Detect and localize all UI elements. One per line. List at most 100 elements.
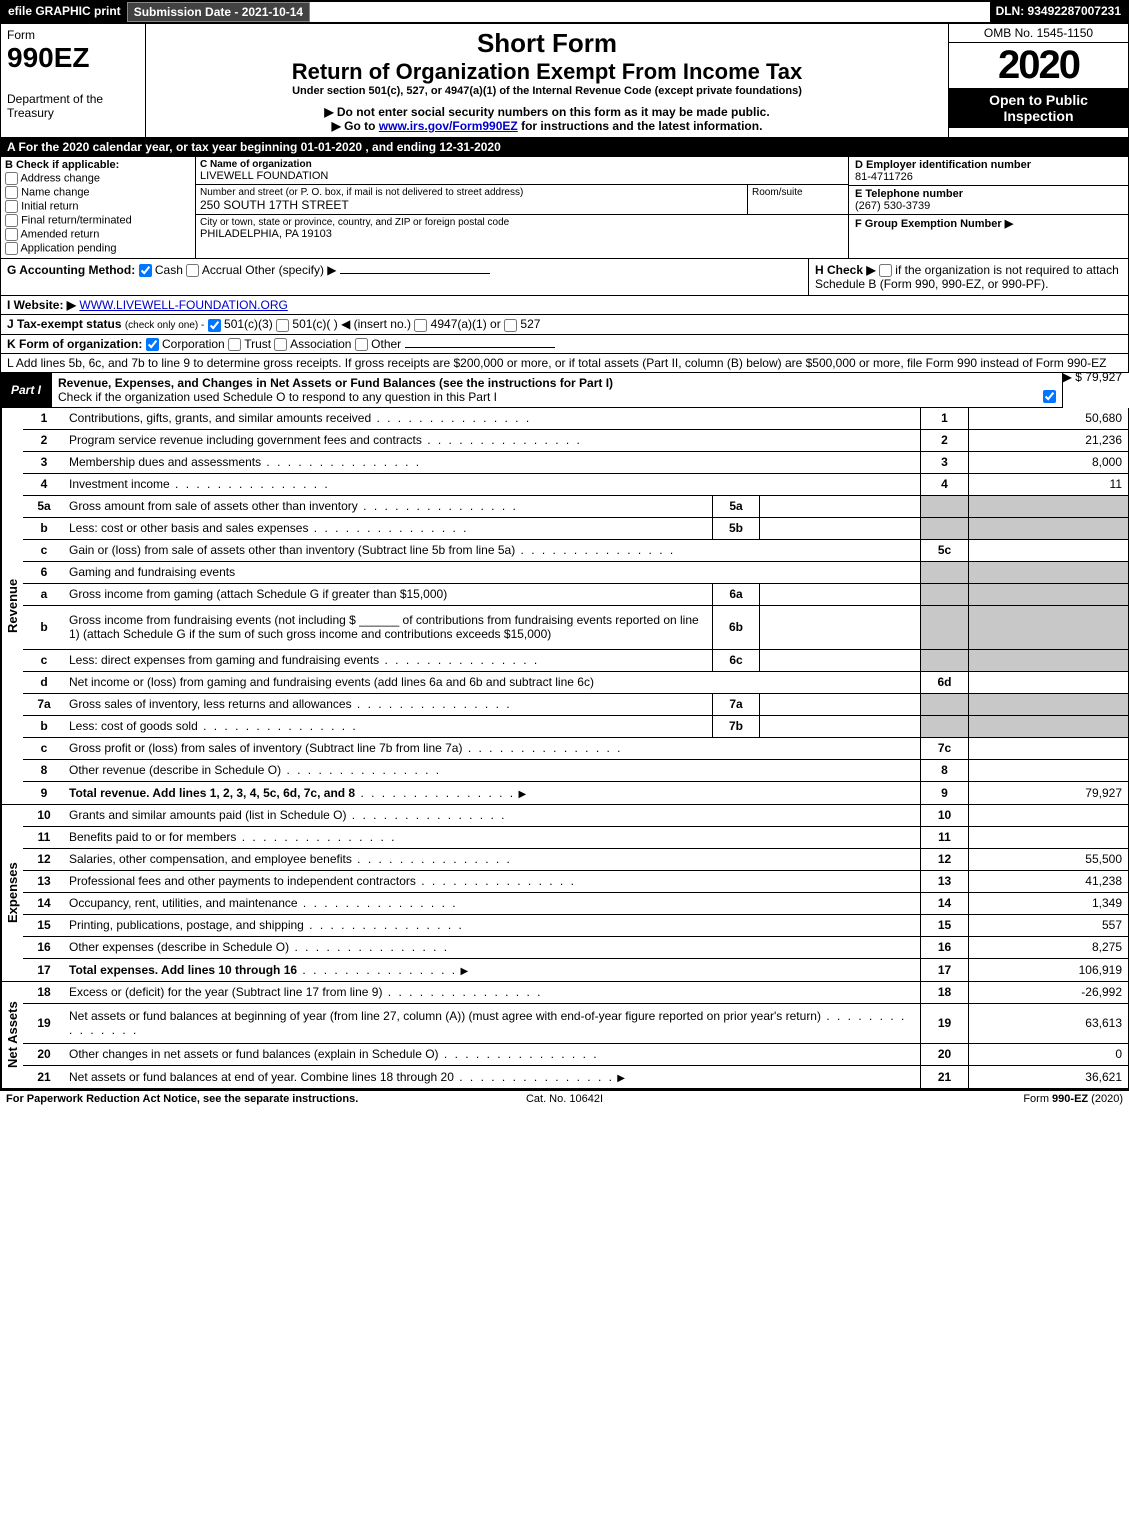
- subval: [760, 518, 920, 539]
- block-gh: G Accounting Method: Cash Accrual Other …: [0, 259, 1129, 296]
- chk-corporation[interactable]: [146, 338, 159, 351]
- efile-label[interactable]: efile GRAPHIC print: [2, 2, 127, 22]
- line-text: Less: cost or other basis and sales expe…: [69, 521, 308, 535]
- line-num: 3: [23, 453, 65, 471]
- chk-amended-return[interactable]: Amended return: [5, 228, 191, 241]
- j-sub: (check only one) -: [125, 320, 204, 331]
- tax-year: 2020: [949, 43, 1128, 88]
- row-h: H Check ▶ if the organization is not req…: [808, 259, 1128, 295]
- chk-cash[interactable]: [139, 264, 152, 277]
- subbox: 6c: [712, 650, 760, 671]
- line-ref: 18: [920, 982, 968, 1003]
- org-name-row: C Name of organization LIVEWELL FOUNDATI…: [196, 157, 848, 185]
- accrual-label: Accrual: [202, 263, 242, 277]
- other-input[interactable]: [340, 273, 490, 274]
- k-other-input[interactable]: [405, 347, 555, 348]
- line-text: Professional fees and other payments to …: [69, 874, 416, 888]
- l-amount: ▶ $ 79,927: [1063, 370, 1122, 384]
- line-amt: 79,927: [968, 782, 1128, 804]
- grey-cell: [968, 606, 1128, 649]
- grey-cell: [920, 562, 968, 583]
- b-title: B Check if applicable:: [5, 159, 191, 171]
- line-amt: 0: [968, 1044, 1128, 1065]
- line-text: Other changes in net assets or fund bala…: [69, 1047, 439, 1061]
- line-text: Other expenses (describe in Schedule O): [69, 940, 289, 954]
- header-right: OMB No. 1545-1150 2020 Open to Public In…: [948, 24, 1128, 137]
- subbox: 6a: [712, 584, 760, 605]
- row-a-taxyear: A For the 2020 calendar year, or tax yea…: [0, 138, 1129, 157]
- expenses-vtab: Expenses: [1, 805, 23, 981]
- line-ref: 2: [920, 430, 968, 451]
- line-text: Benefits paid to or for members: [69, 830, 236, 844]
- chk-association[interactable]: [274, 338, 287, 351]
- city-label: City or town, state or province, country…: [200, 217, 844, 228]
- grey-cell: [968, 518, 1128, 539]
- arrow-icon: [460, 963, 468, 977]
- line-ref: 14: [920, 893, 968, 914]
- arrow-icon: [617, 1070, 625, 1084]
- line-amt: 41,238: [968, 871, 1128, 892]
- other-label: Other (specify) ▶: [245, 263, 336, 277]
- grey-cell: [920, 650, 968, 671]
- line-num: 9: [23, 784, 65, 802]
- grey-cell: [968, 496, 1128, 517]
- line-text: Salaries, other compensation, and employ…: [69, 852, 352, 866]
- line-amt: 50,680: [968, 408, 1128, 429]
- chk-initial-return[interactable]: Initial return: [5, 200, 191, 213]
- group-label: F Group Exemption Number ▶: [855, 217, 1122, 230]
- chk-final-return[interactable]: Final return/terminated: [5, 214, 191, 227]
- chk-schedule-b[interactable]: [879, 264, 892, 277]
- subbox: 7a: [712, 694, 760, 715]
- irs-link[interactable]: www.irs.gov/Form990EZ: [379, 119, 518, 133]
- part1-label: Part I: [1, 380, 51, 400]
- line-ref: 20: [920, 1044, 968, 1065]
- line-num: 6: [23, 563, 65, 581]
- line-num: 20: [23, 1045, 65, 1063]
- do-not-enter: ▶ Do not enter social security numbers o…: [150, 105, 944, 119]
- line-ref: 19: [920, 1004, 968, 1043]
- chk-trust[interactable]: [228, 338, 241, 351]
- grey-cell: [920, 584, 968, 605]
- line-text: Membership dues and assessments: [69, 455, 261, 469]
- chk-other-org[interactable]: [355, 338, 368, 351]
- line-ref: 4: [920, 474, 968, 495]
- chk-application-pending[interactable]: Application pending: [5, 242, 191, 255]
- street-label: Number and street (or P. O. box, if mail…: [200, 187, 743, 198]
- street-cell: Number and street (or P. O. box, if mail…: [196, 185, 748, 214]
- dln-label: DLN: 93492287007231: [990, 2, 1127, 22]
- chk-4947[interactable]: [414, 319, 427, 332]
- chk-label: Initial return: [21, 200, 78, 212]
- line-num: 19: [23, 1014, 65, 1032]
- chk-label: Final return/terminated: [21, 214, 132, 226]
- part1-check-text: Check if the organization used Schedule …: [58, 390, 497, 404]
- under-section: Under section 501(c), 527, or 4947(a)(1)…: [150, 85, 944, 97]
- return-title: Return of Organization Exempt From Incom…: [150, 59, 944, 85]
- chk-address-change[interactable]: Address change: [5, 172, 191, 185]
- chk-label: Application pending: [20, 242, 116, 254]
- chk-accrual[interactable]: [186, 264, 199, 277]
- chk-name-change[interactable]: Name change: [5, 186, 191, 199]
- website-link[interactable]: WWW.LIVEWELL-FOUNDATION.ORG: [79, 298, 287, 312]
- revenue-section: Revenue 1Contributions, gifts, grants, a…: [0, 408, 1129, 805]
- line-num: 16: [23, 938, 65, 956]
- line-amt: 8,275: [968, 937, 1128, 958]
- k-trust: Trust: [244, 337, 271, 351]
- line-ref: 12: [920, 849, 968, 870]
- i-label: I Website: ▶: [7, 298, 76, 312]
- chk-schedule-o[interactable]: [1043, 390, 1056, 403]
- line-amt: [968, 805, 1128, 826]
- k-other: Other: [371, 337, 401, 351]
- expenses-lines: 10Grants and similar amounts paid (list …: [23, 805, 1128, 981]
- line-num: 14: [23, 894, 65, 912]
- chk-501c[interactable]: [276, 319, 289, 332]
- line-amt: 55,500: [968, 849, 1128, 870]
- line-num: b: [23, 618, 65, 636]
- line-text: Gross income from gaming (attach Schedul…: [65, 585, 712, 603]
- line-text: Grants and similar amounts paid (list in…: [69, 808, 346, 822]
- revenue-lines: 1Contributions, gifts, grants, and simil…: [23, 408, 1128, 804]
- grey-cell: [920, 606, 968, 649]
- chk-501c3[interactable]: [208, 319, 221, 332]
- line-text: Program service revenue including govern…: [69, 433, 422, 447]
- short-form-title: Short Form: [150, 28, 944, 59]
- chk-527[interactable]: [504, 319, 517, 332]
